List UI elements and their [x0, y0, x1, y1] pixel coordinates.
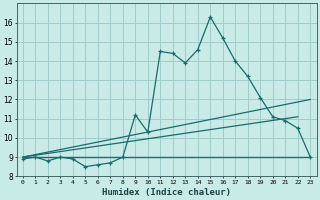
X-axis label: Humidex (Indice chaleur): Humidex (Indice chaleur)	[102, 188, 231, 197]
